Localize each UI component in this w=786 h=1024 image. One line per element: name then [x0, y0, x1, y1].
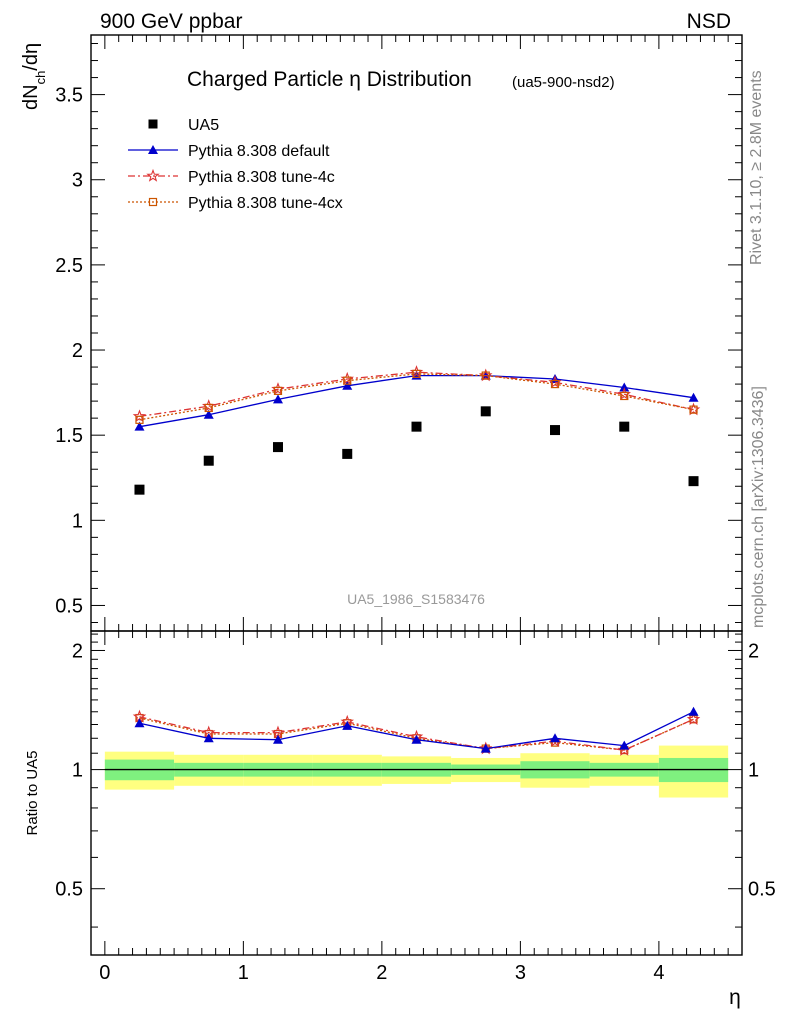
- pythia-8-308-default-point: [272, 394, 283, 404]
- pythia-8-308-tune-4cx-line: [139, 373, 694, 421]
- y-tick-label: 1.5: [55, 425, 83, 447]
- mcplots-label: mcplots.cern.ch [arXiv:1306.3436]: [750, 386, 767, 628]
- ua5-point: [342, 448, 353, 459]
- ratio-plot-panel: 0.5 0.5 1 1 2 2 0 1 2 3 4 Ratio to UA5 η: [24, 630, 776, 1009]
- legend-marker-pythia-8-308-default: [148, 145, 158, 154]
- pythia-8-308-default-point: [480, 743, 491, 753]
- ratio-y-tick-label-right: 2: [748, 640, 759, 662]
- pythia-8-308-default-point: [272, 734, 283, 744]
- pythia-8-308-tune-4c-line: [139, 371, 694, 418]
- y-label-main: dN: [20, 84, 42, 110]
- legend-marker-pythia-8-308-tune-4c: [146, 168, 160, 182]
- pythia-8-308-default-point: [342, 720, 353, 730]
- ratio-y-tick-label-left: 1: [72, 760, 83, 782]
- pythia-8-308-tune-4cx-point: [550, 379, 560, 389]
- legend-label-pythia-8-308-default: Pythia 8.308 default: [188, 143, 330, 160]
- ua5-point: [134, 484, 145, 495]
- main-y-tick-labels: 0.5 1 1.5 2 2.5 3 3.5: [55, 85, 83, 618]
- pythia-8-308-tune-4cx-point: [689, 405, 698, 414]
- main-plot-panel: 0.5 1 1.5 2 2.5 3 3.5 Charged Particle η Distr…: [20, 34, 743, 632]
- energy-label: 900 GeV ppbar: [100, 10, 242, 33]
- pythia-8-308-default-point: [411, 734, 422, 744]
- ratio-y-axis-label: Ratio to UA5: [24, 750, 41, 835]
- ratio-series-group: [132, 706, 701, 756]
- ratio-plot-frame: [90, 630, 743, 956]
- x-tick-label: 1: [238, 962, 249, 984]
- x-tick-label: 0: [99, 962, 110, 984]
- x-tick-label: 4: [653, 962, 664, 984]
- pythia-8-308-tune-4cx-point: [620, 391, 629, 401]
- ua5-point: [480, 406, 491, 417]
- y-tick-label: 3: [72, 170, 83, 192]
- pythia-8-308-default-point: [134, 421, 145, 431]
- chart-subtitle: (ua5-900-nsd2): [512, 74, 615, 91]
- y-tick-label: 1: [72, 510, 83, 532]
- pythia-8-308-default-point: [203, 733, 214, 743]
- pythia-8-308-default-point: [619, 740, 630, 750]
- pythia-8-308-default-point: [342, 380, 353, 390]
- ua5-point: [550, 425, 561, 436]
- ua5-point: [411, 421, 422, 432]
- process-label: NSD: [687, 10, 731, 33]
- pythia-8-308-default-point: [550, 733, 561, 743]
- x-tick-label: 2: [376, 962, 387, 984]
- pythia-8-308-default-point: [203, 409, 214, 419]
- y-tick-label: 3.5: [55, 85, 83, 107]
- legend-label-ua5: UA5: [188, 117, 219, 134]
- analysis-watermark: UA5_1986_S1583476: [347, 591, 485, 607]
- pythia-8-308-tune-4cx-point: [343, 376, 352, 385]
- main-axis-ticks: [91, 35, 742, 631]
- ratio-y-tick-label-right: 1: [748, 760, 759, 782]
- ratio-y-tick-labels: 0.5 0.5 1 1 2 2: [55, 640, 776, 900]
- pythia-8-308-default-point: [688, 392, 699, 402]
- pythia-8-308-tune-4cx-point: [204, 403, 213, 413]
- x-tick-labels: 0 1 2 3 4: [99, 962, 664, 984]
- legend: UA5 Pythia 8.308 default Pythia 8.308 tune…: [128, 117, 343, 212]
- pythia-8-308-tune-4cx-point: [273, 386, 283, 395]
- ua5-point: [688, 476, 699, 487]
- y-label-tail: /dη: [20, 43, 42, 71]
- ratio-y-tick-label-left: 2: [72, 640, 83, 662]
- x-axis-label: η: [729, 986, 741, 1009]
- ratio-y-tick-label-right: 0.5: [748, 879, 776, 901]
- chart-title: Charged Particle η Distribution: [187, 68, 472, 91]
- pythia-8-308-tune-4c-point: [686, 712, 701, 726]
- pythia-8-308-tune-4c-point: [132, 409, 147, 423]
- pythia-8-308-tune-4cx-point: [412, 369, 421, 378]
- main-series-group: [132, 365, 701, 495]
- x-tick-label: 3: [515, 962, 526, 984]
- y-tick-label: 0.5: [55, 595, 83, 617]
- legend-label-pythia-8-308-tune-4c: Pythia 8.308 tune-4c: [188, 169, 335, 186]
- pythia-8-308-default-point: [134, 718, 145, 728]
- y-tick-label: 2.5: [55, 255, 83, 277]
- ratio-y-tick-label-left: 0.5: [55, 879, 83, 901]
- pythia-8-308-default-point: [688, 706, 699, 716]
- y-tick-label: 2: [72, 340, 83, 362]
- pythia-8-308-tune-4cx-point: [481, 371, 490, 380]
- legend-label-pythia-8-308-tune-4cx: Pythia 8.308 tune-4cx: [188, 195, 343, 212]
- pythia-8-308-tune-4cx-point: [135, 415, 144, 424]
- pythia-8-308-default-line: [139, 374, 694, 428]
- ua5-point: [272, 442, 283, 453]
- ua5-point: [619, 421, 630, 432]
- rivet-version-label: Rivet 3.1.10, ≥ 2.8M events: [748, 70, 765, 265]
- ratio-axis-ticks: [91, 631, 742, 955]
- legend-marker-pythia-8-308-tune-4cx: [148, 197, 158, 207]
- pythia-8-308-tune-4cx-line: [139, 717, 694, 751]
- legend-marker-ua5: [148, 119, 158, 129]
- ua5-point: [203, 455, 214, 466]
- main-y-axis-label: dNch/dη: [20, 43, 48, 110]
- y-label-subscript: ch: [33, 71, 48, 85]
- ratio-uncertainty-band: [104, 745, 729, 798]
- pythia-8-308-default-point: [619, 382, 630, 392]
